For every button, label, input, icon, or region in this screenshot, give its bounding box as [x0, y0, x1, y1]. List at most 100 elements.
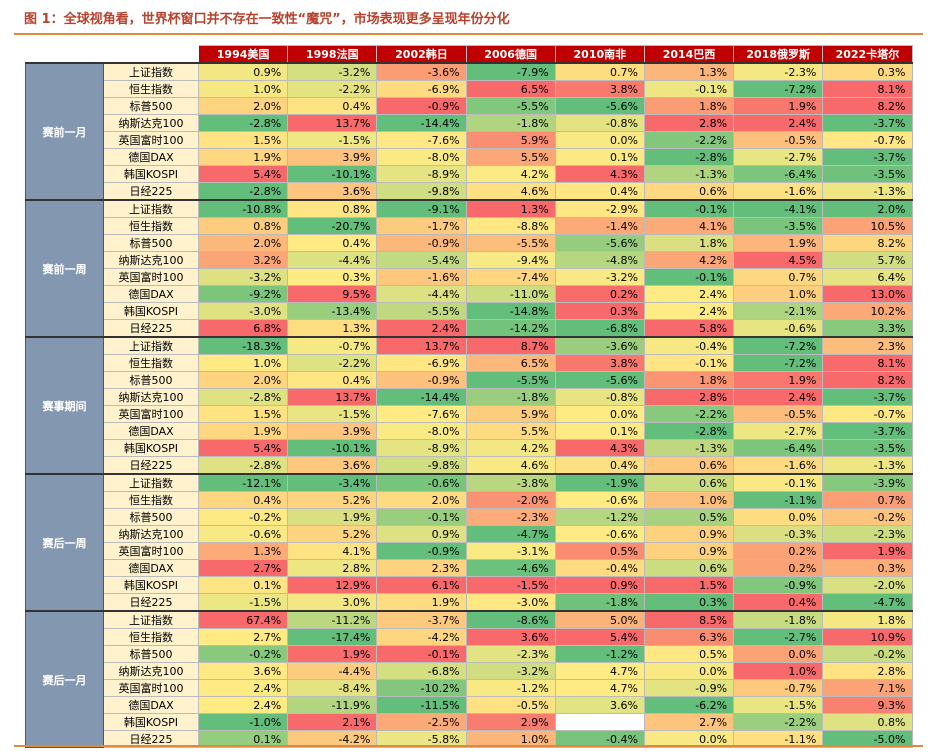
value-cell: -2.2% — [643, 405, 735, 423]
value-cell: -1.0% — [197, 713, 289, 731]
value-cell: 7.1% — [822, 679, 913, 697]
data-row: 赛事期间 上证指数 -18.3% -0.7% 13.7% 8.7% -3.6% -0.4% -7… — [25, 336, 913, 475]
column-header: 2018俄罗斯 — [733, 45, 824, 64]
value-cell: -2.0% — [465, 491, 556, 509]
value-cell: 0.7% — [822, 491, 913, 509]
value-cell: 2.4% — [643, 285, 735, 303]
value-cell: 2.0% — [197, 97, 289, 115]
value-cell: -9.8% — [376, 182, 467, 201]
data-row: 恒生指数 1.0% -2.2% -6.9% 6.5% 3.8% -0.1% -7.2% 8.1% — [26, 80, 913, 98]
value-cell: 5.5% — [465, 422, 556, 440]
value-cell: -1.3% — [643, 165, 735, 183]
top-rule — [14, 33, 923, 35]
value-cell: -0.9% — [643, 679, 735, 697]
value-cell: 1.0% — [643, 491, 735, 509]
value-cell: -1.5% — [465, 576, 556, 594]
value-cell: -9.8% — [376, 456, 467, 475]
value-cell: -0.6% — [554, 525, 645, 543]
value-cell: -3.7% — [376, 610, 467, 629]
value-cell: -2.3% — [465, 508, 556, 526]
value-cell: 4.5% — [733, 251, 824, 269]
value-cell: 0.2% — [733, 542, 824, 560]
value-cell: 2.0% — [822, 199, 913, 218]
column-header: 2014巴西 — [643, 45, 735, 64]
value-cell: 13.7% — [287, 114, 378, 132]
index-name: 标普500 — [103, 645, 199, 663]
value-cell: 4.2% — [465, 165, 556, 183]
data-row: 英国富时100 -3.2% 0.3% -1.6% -7.4% -3.2% -0.1% 0.7%… — [26, 268, 913, 286]
value-cell: -8.0% — [376, 422, 467, 440]
value-cell: -2.3% — [733, 62, 824, 81]
value-cell: 0.6% — [643, 456, 735, 475]
value-cell: -7.2% — [733, 336, 824, 355]
value-cell: 5.2% — [287, 525, 378, 543]
value-cell: -7.4% — [465, 268, 556, 286]
data-row: 德国DAX -9.2% 9.5% -4.4% -11.0% 0.2% 2.4% 1.0% 13.… — [26, 285, 913, 303]
value-cell: 3.6% — [554, 696, 645, 714]
bottom-rule — [14, 745, 923, 747]
value-cell: 2.0% — [197, 234, 289, 252]
value-cell: 13.7% — [376, 336, 467, 355]
value-cell: -2.8% — [197, 114, 289, 132]
data-row: 日经225 -1.5% 3.0% 1.9% -3.0% -1.8% 0.3% 0.4% -4.7… — [26, 593, 913, 612]
data-row: 韩国KOSPI 0.1% 12.9% 6.1% -1.5% 0.9% 1.5% -0.9% -2… — [26, 576, 913, 594]
value-cell: -3.0% — [465, 593, 556, 612]
value-cell: -0.6% — [554, 491, 645, 509]
value-cell: 2.4% — [733, 388, 824, 406]
value-cell: 2.8% — [643, 114, 735, 132]
value-cell: -1.7% — [376, 217, 467, 235]
value-cell: -0.4% — [643, 336, 735, 355]
value-cell: -0.2% — [822, 645, 913, 663]
value-cell: 0.9% — [197, 62, 289, 81]
value-cell: 5.9% — [465, 405, 556, 423]
value-cell: -7.2% — [733, 354, 824, 372]
value-cell: -3.7% — [822, 148, 913, 166]
index-name: 日经225 — [103, 456, 199, 475]
index-name: 德国DAX — [103, 559, 199, 577]
value-cell: -4.2% — [376, 628, 467, 646]
value-cell: -0.6% — [733, 319, 824, 338]
value-cell: -0.6% — [376, 473, 467, 492]
index-name: 日经225 — [103, 593, 199, 612]
value-cell: -4.2% — [287, 730, 378, 748]
value-cell: -0.9% — [376, 234, 467, 252]
value-cell: -4.6% — [465, 559, 556, 577]
value-cell: -5.5% — [465, 234, 556, 252]
index-name: 恒生指数 — [103, 491, 199, 509]
value-cell: -5.6% — [554, 234, 645, 252]
data-row: 德国DAX 2.7% 2.8% 2.3% -4.6% -0.4% 0.6% 0.2% 0.3% — [26, 559, 913, 577]
data-row: 纳斯达克100 -0.6% 5.2% 0.9% -4.7% -0.6% 0.9% -0.3% -… — [26, 525, 913, 543]
value-cell: -2.3% — [822, 525, 913, 543]
value-cell: 1.0% — [733, 662, 824, 680]
value-cell: 1.8% — [643, 97, 735, 115]
value-cell: 3.8% — [554, 80, 645, 98]
value-cell: -1.2% — [554, 508, 645, 526]
value-cell: 8.5% — [643, 610, 735, 629]
data-row: 恒生指数 2.7% -17.4% -4.2% 3.6% 5.4% 6.3% -2.7% 10.9… — [26, 628, 913, 646]
value-cell: 13.7% — [287, 388, 378, 406]
value-cell: -7.6% — [376, 131, 467, 149]
value-cell: 6.4% — [822, 268, 913, 286]
value-cell: -2.1% — [733, 302, 824, 320]
value-cell: 1.9% — [287, 645, 378, 663]
value-cell: 6.5% — [465, 80, 556, 98]
data-row: 韩国KOSPI 5.4% -10.1% -8.9% 4.2% 4.3% -1.3% -6.4%… — [26, 439, 913, 457]
value-cell: -2.8% — [197, 182, 289, 201]
value-cell: 1.8% — [643, 234, 735, 252]
value-cell: 0.0% — [554, 405, 645, 423]
value-cell: -2.5% — [376, 713, 467, 731]
value-cell: 0.5% — [643, 645, 735, 663]
value-cell: 1.9% — [822, 542, 913, 560]
value-cell: 1.5% — [197, 131, 289, 149]
index-name: 德国DAX — [103, 696, 199, 714]
value-cell: 0.9% — [643, 525, 735, 543]
value-cell: -8.9% — [376, 165, 467, 183]
value-cell: -4.4% — [287, 251, 378, 269]
value-cell: -9.1% — [376, 199, 467, 218]
value-cell: -3.5% — [822, 165, 913, 183]
value-cell: 0.4% — [287, 234, 378, 252]
value-cell: -1.5% — [197, 593, 289, 612]
index-name: 标普500 — [103, 234, 199, 252]
value-cell: 1.8% — [643, 371, 735, 389]
value-cell: -0.2% — [197, 645, 289, 663]
